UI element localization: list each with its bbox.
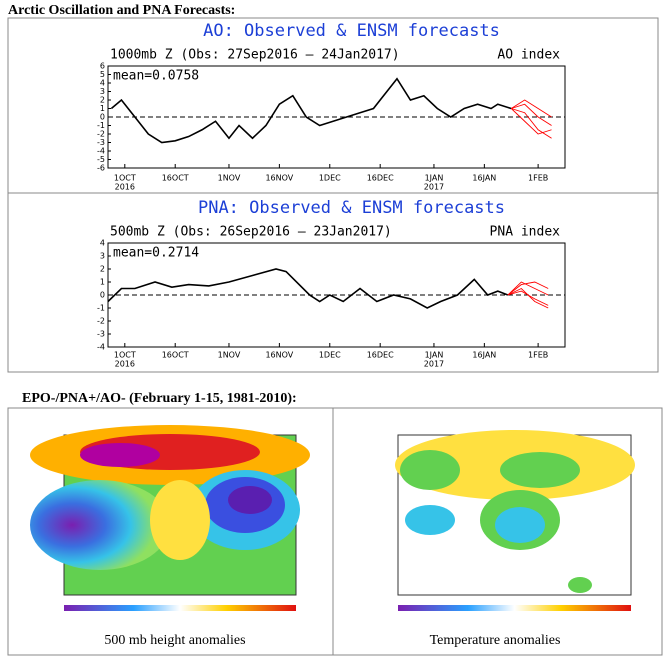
y-tick-label: 3 bbox=[100, 87, 105, 96]
chart-subtitle: 1000mb Z (Obs: 27Sep2016 – 24Jan2017) bbox=[110, 48, 400, 63]
table-border bbox=[7, 407, 663, 656]
x-tick-label: 16DEC bbox=[367, 174, 394, 183]
series-line bbox=[507, 281, 549, 296]
y-tick-label: 1 bbox=[100, 278, 105, 287]
x-tick-label: 1OCT bbox=[114, 174, 136, 183]
mean-label: mean=0.0758 bbox=[113, 69, 199, 84]
x-tick-label: 1JAN bbox=[425, 351, 444, 360]
heading: Arctic Oscillation and PNA Forecasts: bbox=[8, 3, 235, 18]
index-label: AO index bbox=[497, 48, 560, 63]
x-tick-label: 16DEC bbox=[367, 351, 394, 360]
y-tick-label: 0 bbox=[100, 291, 105, 300]
x-year-label: 2017 bbox=[424, 183, 444, 192]
y-tick-label: -2 bbox=[97, 317, 105, 326]
x-tick-label: 16NOV bbox=[265, 351, 293, 360]
x-tick-label: 1OCT bbox=[114, 351, 136, 360]
series-line bbox=[511, 103, 552, 126]
y-tick-label: -1 bbox=[97, 304, 105, 313]
x-tick-label: 1DEC bbox=[319, 174, 341, 183]
x-tick-label: 16JAN bbox=[472, 351, 496, 360]
y-tick-label: 5 bbox=[100, 70, 105, 79]
x-tick-label: 1JAN bbox=[425, 174, 444, 183]
x-year-label: 2016 bbox=[115, 183, 135, 192]
x-year-label: 2016 bbox=[115, 360, 135, 369]
chart-title: AO: Observed & ENSM forecasts bbox=[203, 21, 500, 41]
y-tick-label: -1 bbox=[97, 121, 105, 130]
y-tick-label: 4 bbox=[100, 239, 105, 248]
panel-border bbox=[7, 17, 659, 194]
x-tick-label: 1NOV bbox=[218, 174, 241, 183]
x-tick-label: 16JAN bbox=[472, 174, 496, 183]
x-tick-label: 16OCT bbox=[162, 174, 189, 183]
map-caption: 500 mb height anomalies bbox=[104, 633, 245, 648]
map bbox=[395, 430, 635, 611]
map-caption: Temperature anomalies bbox=[430, 633, 561, 648]
mean-label: mean=0.2714 bbox=[113, 246, 199, 261]
y-tick-label: -3 bbox=[97, 138, 105, 147]
panel-border bbox=[7, 192, 659, 373]
series-line bbox=[511, 108, 552, 139]
index-label: PNA index bbox=[490, 225, 561, 240]
chart-title: PNA: Observed & ENSM forecasts bbox=[198, 198, 505, 218]
x-tick-label: 16NOV bbox=[265, 174, 293, 183]
series-line bbox=[107, 268, 509, 309]
series-line bbox=[507, 290, 549, 306]
series-line bbox=[507, 281, 549, 296]
series-line bbox=[110, 77, 512, 144]
x-tick-label: 1FEB bbox=[528, 351, 548, 360]
series-line bbox=[510, 108, 552, 135]
chart-subtitle: 500mb Z (Obs: 26Sep2016 – 23Jan2017) bbox=[110, 225, 392, 240]
y-tick-label: -6 bbox=[97, 164, 105, 173]
y-tick-label: 2 bbox=[100, 265, 105, 274]
y-tick-label: 6 bbox=[100, 62, 105, 71]
x-tick-label: 1DEC bbox=[319, 351, 341, 360]
y-tick-label: 1 bbox=[100, 104, 105, 113]
x-tick-label: 1NOV bbox=[218, 351, 241, 360]
y-tick-label: 0 bbox=[100, 113, 105, 122]
x-year-label: 2017 bbox=[424, 360, 444, 369]
y-tick-label: 2 bbox=[100, 96, 105, 105]
y-tick-label: -5 bbox=[97, 155, 105, 164]
heading: EPO-/PNA+/AO- (February 1-15, 1981-2010)… bbox=[22, 391, 297, 406]
series-line bbox=[507, 287, 549, 309]
y-tick-label: 4 bbox=[100, 79, 105, 88]
series-line bbox=[510, 99, 552, 118]
y-tick-label: -2 bbox=[97, 130, 105, 139]
y-tick-label: -4 bbox=[97, 147, 105, 156]
x-tick-label: 16OCT bbox=[162, 351, 189, 360]
x-tick-label: 1FEB bbox=[528, 174, 548, 183]
y-tick-label: -4 bbox=[97, 343, 105, 352]
map bbox=[30, 425, 310, 611]
y-tick-label: 3 bbox=[100, 252, 105, 261]
y-tick-label: -3 bbox=[97, 330, 105, 339]
